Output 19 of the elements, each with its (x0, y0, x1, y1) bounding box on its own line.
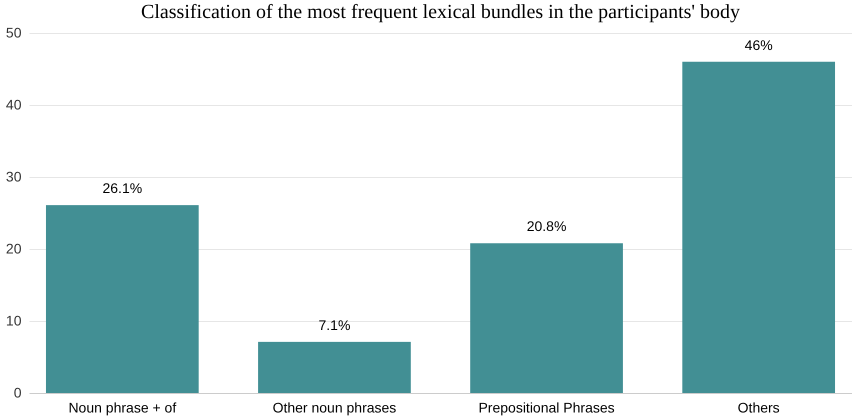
bar (258, 342, 411, 393)
y-tick-label: 20 (6, 240, 22, 256)
data-label: 26.1% (102, 180, 142, 196)
x-tick-label: Others (738, 400, 780, 416)
data-label: 46% (744, 36, 773, 53)
x-tick-label: Other noun phrases (272, 400, 396, 416)
y-tick-label: 30 (6, 168, 22, 184)
x-tick-label: Prepositional Phrases (478, 400, 615, 416)
x-tick-label: Noun phrase + of (68, 400, 176, 416)
bar (682, 62, 836, 393)
data-label: 7.1% (318, 316, 350, 333)
bar (46, 205, 199, 393)
y-tick-label: 10 (6, 312, 22, 328)
chart-title: Classification of the most frequent lexical bundles in the participants' body (140, 1, 740, 23)
y-tick-label: 0 (14, 384, 22, 400)
bar (470, 243, 623, 393)
data-label: 20.8% (526, 218, 566, 234)
y-tick-label: 50 (6, 24, 22, 40)
y-tick-label: 40 (6, 96, 22, 112)
